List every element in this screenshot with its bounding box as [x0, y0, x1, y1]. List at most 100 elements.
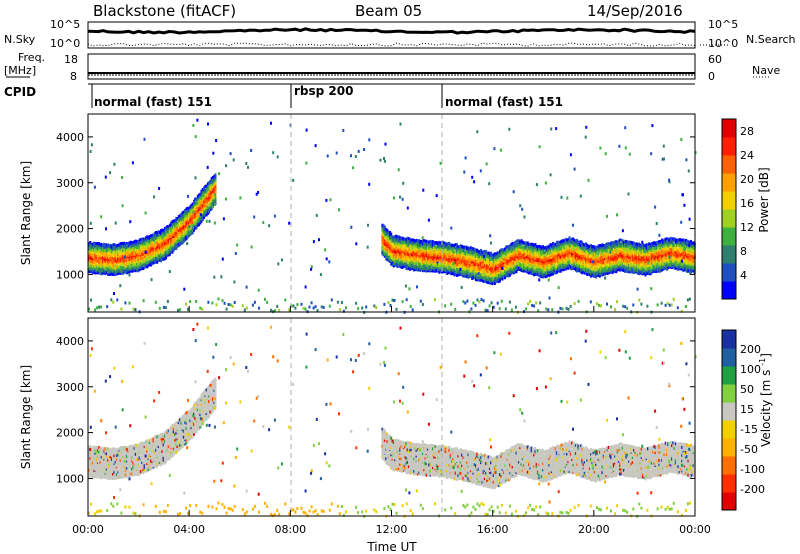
- power-cell: [211, 188, 214, 191]
- power-cell: [127, 242, 130, 246]
- power-cell: [112, 268, 114, 272]
- power-cell: [112, 243, 114, 247]
- power-cell: [176, 217, 179, 220]
- power-cell: [166, 242, 169, 246]
- power-cell: [136, 248, 139, 252]
- power-cell: [115, 269, 118, 273]
- power-cell: [161, 245, 164, 249]
- power-cell: [151, 233, 154, 237]
- power-cell: [383, 238, 386, 242]
- power-cell: [119, 251, 122, 255]
- power-cell: [143, 252, 146, 256]
- power-cell: [120, 263, 123, 267]
- power-cell: [383, 240, 386, 244]
- power-cell: [131, 245, 133, 249]
- power-cell: [144, 265, 147, 269]
- power-cell: [141, 258, 144, 262]
- power-cell: [209, 186, 212, 190]
- power-cell: [96, 242, 99, 245]
- power-cell: [110, 262, 113, 265]
- power-cell: [201, 210, 204, 214]
- power-cell: [160, 259, 163, 263]
- power-cell: [210, 187, 213, 191]
- power-cell: [184, 216, 187, 220]
- power-cell: [127, 244, 130, 248]
- power-cell: [177, 242, 180, 246]
- power-cell: [108, 252, 111, 256]
- power-cell: [109, 247, 112, 251]
- power-cell: [141, 263, 144, 267]
- power-cell: [383, 227, 386, 231]
- power-cell: [171, 222, 174, 226]
- power-cell: [199, 206, 202, 210]
- power-cell: [162, 243, 165, 247]
- power-cell: [101, 243, 104, 247]
- power-cell: [115, 247, 118, 251]
- power-cell: [182, 231, 185, 235]
- power-cell: [153, 259, 156, 263]
- power-cell: [187, 213, 190, 217]
- power-cell: [136, 267, 139, 271]
- power-cell: [209, 197, 212, 201]
- power-cell: [117, 264, 120, 268]
- power-cell: [385, 248, 388, 252]
- power-cell: [214, 196, 217, 200]
- power-cell: [185, 228, 188, 232]
- power-cell: [191, 202, 194, 206]
- power-cell: [144, 245, 147, 249]
- power-cell: [166, 229, 169, 233]
- power-cell: [177, 223, 180, 227]
- power-cell: [142, 240, 145, 244]
- power-cell: [210, 192, 213, 195]
- power-cell: [180, 236, 183, 240]
- power-cell: [94, 266, 97, 270]
- nave-tick-bottom: 0: [708, 70, 715, 83]
- power-cell: [171, 225, 174, 229]
- power-cell: [157, 233, 160, 237]
- power-cell: [203, 212, 206, 216]
- power-cell: [385, 246, 388, 250]
- power-cell: [131, 249, 133, 252]
- power-cell: [108, 260, 111, 264]
- power-cell: [157, 248, 160, 251]
- power-cell: [187, 208, 190, 212]
- power-cell: [104, 259, 107, 263]
- power-cell: [144, 262, 147, 266]
- power-cell: [146, 235, 149, 239]
- power-cell: [134, 239, 137, 243]
- power-cell: [211, 201, 214, 205]
- power-cell: [156, 236, 159, 240]
- power-cell: [166, 225, 169, 228]
- power-cell: [100, 272, 103, 276]
- power-cell: [161, 250, 164, 253]
- power-cell: [175, 224, 178, 228]
- power-cell: [96, 259, 99, 263]
- power-cell: [168, 226, 171, 230]
- power-cell: [127, 255, 130, 259]
- power-cell: [177, 239, 180, 243]
- power-cell: [177, 244, 180, 248]
- power-cell: [99, 265, 102, 269]
- power-cell: [155, 256, 157, 260]
- power-cell: [182, 225, 185, 229]
- power-cell: [157, 254, 160, 258]
- power-cell: [184, 220, 187, 224]
- power-cell: [385, 240, 388, 244]
- power-cell: [193, 219, 195, 222]
- power-cell: [90, 267, 93, 271]
- power-cell: [152, 235, 155, 239]
- power-cell: [107, 260, 109, 263]
- power-cell: [382, 224, 385, 228]
- power-cell: [209, 208, 212, 212]
- power-cell: [88, 254, 90, 257]
- power-cell: [385, 242, 388, 246]
- power-cell: [382, 226, 385, 230]
- power-cell: [158, 240, 161, 244]
- power-cell: [94, 257, 97, 261]
- power-cell: [185, 207, 188, 211]
- power-cell: [180, 221, 183, 225]
- power-cell: [147, 260, 150, 264]
- power-cell: [119, 248, 122, 252]
- power-cell: [156, 251, 159, 255]
- power-cell: [180, 227, 183, 231]
